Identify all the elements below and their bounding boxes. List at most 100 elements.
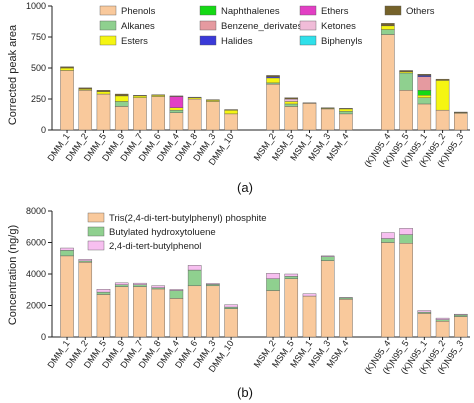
bar-segment (284, 98, 299, 102)
bar-segment (78, 90, 93, 131)
bar-segment (339, 111, 353, 115)
legend-entry: Ethers (321, 6, 349, 17)
bar-segment (381, 242, 395, 338)
bar-segment (187, 265, 202, 271)
bar-segment (133, 95, 147, 97)
y-tick-label: 0 (41, 332, 46, 342)
bar-segment (399, 234, 413, 244)
bar-segment (133, 97, 147, 131)
bar-segment (224, 308, 238, 338)
legend-entry: Tris(2,4-di-tert-butylphenyl) phosphite (109, 213, 267, 224)
y-tick-label: 750 (31, 32, 46, 42)
bar-segment (151, 94, 165, 96)
bar-segment (435, 317, 450, 320)
bar-segment (60, 255, 74, 338)
legend-swatch (87, 212, 105, 223)
bar-segment (435, 78, 450, 81)
bar-segment (302, 293, 317, 297)
bar-segment (302, 295, 317, 338)
legend-entry: Butylated hydroxytoluene (109, 227, 216, 238)
bar-segment (339, 108, 353, 110)
bar-segment (206, 284, 220, 287)
bar-segment (399, 243, 413, 338)
legend-entry: Esters (121, 36, 148, 47)
bar-segment (399, 72, 413, 91)
bar-segment (302, 102, 317, 104)
bar-segment (417, 90, 432, 96)
legend-swatch (199, 20, 217, 31)
bar-segment (435, 319, 450, 322)
panel-label-b: (b) (237, 385, 253, 400)
legend-swatch (299, 5, 317, 16)
bar-segment (266, 77, 280, 84)
bar-segment (454, 316, 468, 338)
bar-segment (320, 107, 335, 109)
bar-segment (284, 101, 299, 105)
bar-segment (114, 93, 129, 97)
bar-segment (169, 96, 184, 108)
legend-swatch (299, 20, 317, 31)
bar-segment (169, 107, 184, 111)
bar-segment (266, 290, 280, 338)
legend-swatch (99, 20, 117, 31)
bar-segment (454, 113, 468, 131)
y-tick-label: 1000 (26, 1, 46, 11)
bar-segment (133, 286, 147, 338)
y-tick-label: 4000 (26, 269, 46, 279)
y-tick-label: 250 (31, 94, 46, 104)
bar-segment (224, 109, 238, 111)
bar-segment (78, 259, 93, 262)
bar-segment (151, 288, 165, 338)
bar-segment (284, 278, 299, 338)
bar-segment (187, 285, 202, 338)
bar-segment (114, 282, 129, 285)
legend-swatch (199, 5, 217, 16)
bar-segment (399, 70, 413, 72)
legend-entry: Alkanes (121, 21, 155, 32)
bar-segment (266, 278, 280, 291)
bar-segment (399, 228, 413, 235)
legend-entry: Biphenyls (321, 36, 362, 47)
bar-segment (399, 90, 413, 131)
bar-segment (151, 285, 165, 288)
bar-segment (381, 232, 395, 239)
bar-segment (284, 97, 299, 100)
bar-segment (114, 101, 129, 107)
bar-segment (454, 313, 468, 316)
y-tick-label: 8000 (26, 206, 46, 216)
bar-segment (206, 285, 220, 338)
bar-segment (96, 289, 111, 293)
bar-segment (133, 284, 147, 287)
bar-segment (435, 321, 450, 338)
bar-segment (96, 291, 111, 295)
legend-swatch (384, 5, 402, 16)
bar-segment (96, 91, 111, 95)
bar-segment (224, 306, 238, 309)
bar-segment (417, 97, 432, 105)
legend-swatch (199, 35, 217, 46)
legend-entry: Ketones (321, 21, 356, 32)
bar-segment (381, 29, 395, 35)
legend-entry: Benzene_derivates (221, 21, 303, 32)
bar-segment (169, 109, 184, 113)
bar-segment (454, 314, 468, 317)
bar-segment (206, 99, 220, 101)
bar-segment (187, 96, 202, 98)
bar-segment (284, 276, 299, 279)
legend-entry: Phenols (121, 6, 156, 17)
bar-segment (169, 95, 184, 97)
bar-segment (169, 289, 184, 291)
bar-segment (381, 23, 395, 27)
bar-segment (60, 70, 74, 131)
bar-segment (206, 101, 220, 131)
bar-segment (224, 113, 238, 131)
legend-swatch (299, 35, 317, 46)
legend-entry: 2,4-di-tert-butylphenol (109, 241, 201, 252)
bar-segment (266, 273, 280, 279)
bar-segment (417, 103, 432, 131)
y-tick-label: 500 (31, 63, 46, 73)
bar-segment (187, 98, 202, 131)
legend-swatch (99, 35, 117, 46)
bar-segment (417, 310, 432, 313)
chart-a: Corrected peak area (a) 02505007501000DM… (7, 1, 470, 195)
